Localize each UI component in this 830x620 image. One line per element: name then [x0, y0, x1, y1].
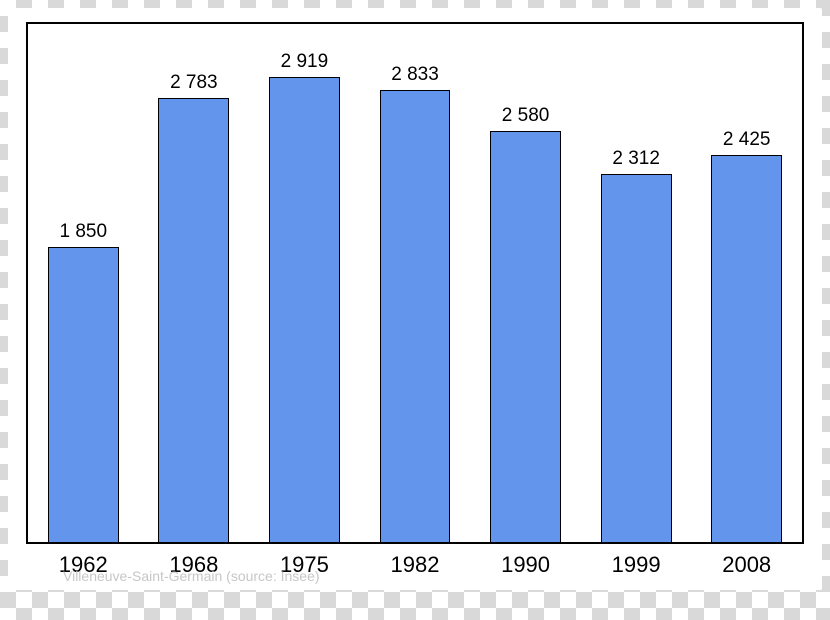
bar	[269, 77, 340, 542]
x-axis-label: 1999	[612, 552, 661, 578]
bar-value-label: 2 919	[281, 51, 329, 73]
x-axis-label: 2008	[722, 552, 771, 578]
bar-value-label: 2 783	[170, 72, 218, 94]
bar	[601, 174, 672, 542]
x-axis-label: 1990	[501, 552, 550, 578]
bar	[711, 155, 782, 542]
bar	[490, 131, 561, 542]
bar-value-label: 1 850	[60, 221, 108, 243]
source-caption: Villeneuve-Saint-Germain (source: Insee)	[63, 568, 320, 584]
bar	[380, 90, 451, 542]
x-axis-label: 1982	[391, 552, 440, 578]
chart-content: 1 85019622 78319682 91919752 83319822 58…	[8, 8, 822, 590]
bar-value-label: 2 833	[391, 64, 439, 86]
bar	[158, 98, 229, 542]
bar	[48, 247, 119, 542]
bar-value-label: 2 425	[723, 129, 771, 151]
bar-value-label: 2 580	[502, 105, 550, 127]
bar-value-label: 2 312	[612, 148, 660, 170]
